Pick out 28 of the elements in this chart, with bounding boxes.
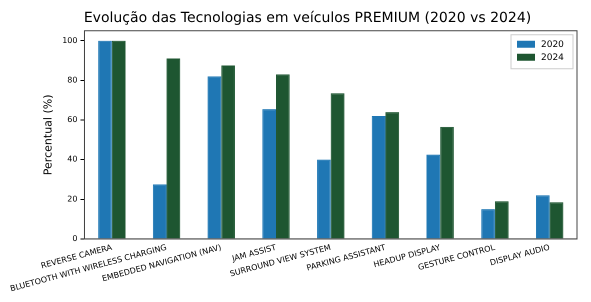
bar <box>317 160 331 238</box>
legend-label: 2024 <box>541 53 564 64</box>
y-tick-label: 0 <box>72 234 78 243</box>
y-axis-title: Percentual (%) <box>41 94 54 176</box>
chart-title: Evolução das Tecnologias em veículos PREMIUM (2020 vs 2024) <box>84 10 532 26</box>
bar <box>494 201 509 238</box>
bar <box>112 40 126 238</box>
bar <box>262 109 276 238</box>
bar <box>208 76 222 238</box>
y-tick-label: 20 <box>67 194 78 204</box>
bar <box>166 58 180 238</box>
bar <box>426 154 440 238</box>
bar <box>481 209 495 238</box>
y-tick-label: 100 <box>62 36 78 45</box>
bar <box>550 202 564 238</box>
bar <box>221 65 235 238</box>
bar <box>385 112 400 238</box>
y-tick-label: 40 <box>67 154 78 164</box>
bar <box>330 93 344 238</box>
bar <box>440 126 454 238</box>
bar <box>152 184 167 238</box>
bar <box>98 40 112 238</box>
bar <box>276 74 290 238</box>
bar <box>536 195 550 238</box>
legend-label: 2020 <box>541 40 564 50</box>
y-tick-label: 80 <box>67 75 78 84</box>
bar <box>372 116 386 238</box>
y-tick-label: 60 <box>67 115 78 124</box>
